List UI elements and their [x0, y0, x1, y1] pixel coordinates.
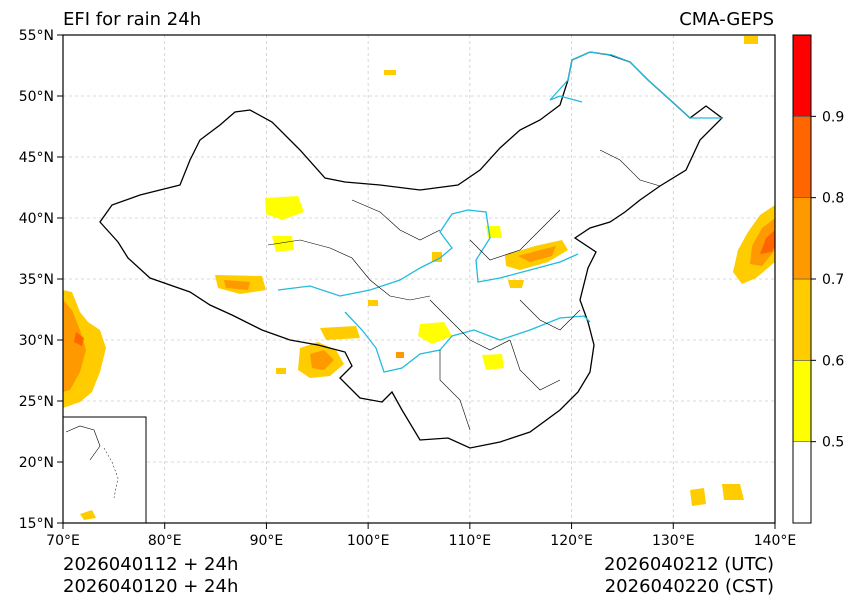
lat-tick-label: 25°N	[19, 394, 54, 410]
province-borders	[267, 149, 661, 431]
lon-tick-label: 110°E	[449, 533, 492, 549]
efi-area-east-mid	[750, 218, 775, 266]
init-time-utc: 2026040112 + 24h	[63, 554, 239, 575]
yangtze-river	[344, 311, 591, 373]
south-china-sea-inset	[62, 416, 147, 524]
efi-area-northeast	[744, 36, 758, 44]
amur-river	[549, 51, 722, 119]
lon-tick-label: 70°E	[46, 533, 80, 549]
efi-area-small-1	[368, 300, 378, 306]
lat-tick-label: 50°N	[19, 89, 54, 105]
efi-area-small-2	[396, 352, 404, 358]
colorbar-segment	[792, 278, 812, 361]
colorbar-segment	[792, 34, 812, 117]
map-layer	[63, 35, 775, 523]
efi-area-north-china-core	[518, 246, 556, 262]
init-time-cst: 2026040120 + 24h	[63, 576, 239, 597]
efi-area-ocean-2	[722, 484, 744, 500]
lon-tick-label: 130°E	[652, 533, 695, 549]
colorbar-label: 0.7	[822, 272, 844, 288]
efi-area-small-3	[276, 368, 286, 374]
efi-area-himalaya-core	[310, 350, 334, 370]
model-name: CMA-GEPS	[679, 9, 774, 30]
efi-area-sichuan	[418, 322, 452, 344]
lat-tick-label: 45°N	[19, 150, 54, 166]
efi-area-east-core	[760, 230, 775, 254]
colorbar-label: 0.5	[822, 435, 844, 451]
efi-area-tibet-south	[320, 326, 360, 340]
efi-area-gansu	[432, 252, 442, 262]
efi-area-west-tibet-core	[224, 280, 250, 290]
lat-tick-label: 20°N	[19, 455, 54, 471]
efi-area-ocean-1	[690, 488, 706, 506]
colorbar-segment	[792, 441, 812, 524]
lat-tick-label: 35°N	[19, 272, 54, 288]
lon-tick-label: 90°E	[250, 533, 284, 549]
map-title: EFI for rain 24h	[63, 9, 202, 30]
colorbar-segment	[792, 360, 812, 442]
efi-area-xinjiang	[265, 196, 304, 220]
efi-area-guizhou	[482, 354, 504, 370]
efi-area-west-core	[63, 300, 86, 392]
china-border	[99, 51, 723, 449]
efi-area-henan	[508, 280, 524, 288]
efi-area-west-peak	[74, 332, 84, 346]
colorbar-segment	[792, 116, 812, 198]
lat-tick-label: 55°N	[19, 28, 54, 44]
colorbar-label: 0.8	[822, 191, 844, 207]
efi-area-qaidam	[272, 236, 294, 252]
lat-tick-label: 40°N	[19, 211, 54, 227]
longitude-axis: 70°E 80°E 90°E 100°E 110°E 120°E 130°E 140°E	[46, 523, 796, 549]
efi-shading	[63, 36, 775, 506]
gridlines	[63, 35, 775, 523]
lon-tick-label: 80°E	[148, 533, 182, 549]
colorbar: 0.5 0.6 0.7 0.8 0.9	[792, 34, 844, 524]
valid-time-utc: 2026040212 (UTC)	[604, 554, 774, 575]
yellow-river	[277, 209, 579, 297]
colorbar-label: 0.6	[822, 353, 844, 369]
lat-tick-label: 15°N	[19, 516, 54, 532]
latitude-axis: 55°N 50°N 45°N 40°N 35°N 30°N 25°N 20°N 15°N	[19, 28, 63, 532]
lat-tick-label: 30°N	[19, 333, 54, 349]
valid-time-cst: 2026040220 (CST)	[604, 576, 774, 597]
lon-tick-label: 100°E	[347, 533, 390, 549]
efi-area-north	[384, 70, 396, 75]
lon-tick-label: 140°E	[754, 533, 797, 549]
colorbar-segment	[792, 197, 812, 280]
lon-tick-label: 120°E	[550, 533, 593, 549]
colorbar-label: 0.9	[822, 109, 844, 125]
